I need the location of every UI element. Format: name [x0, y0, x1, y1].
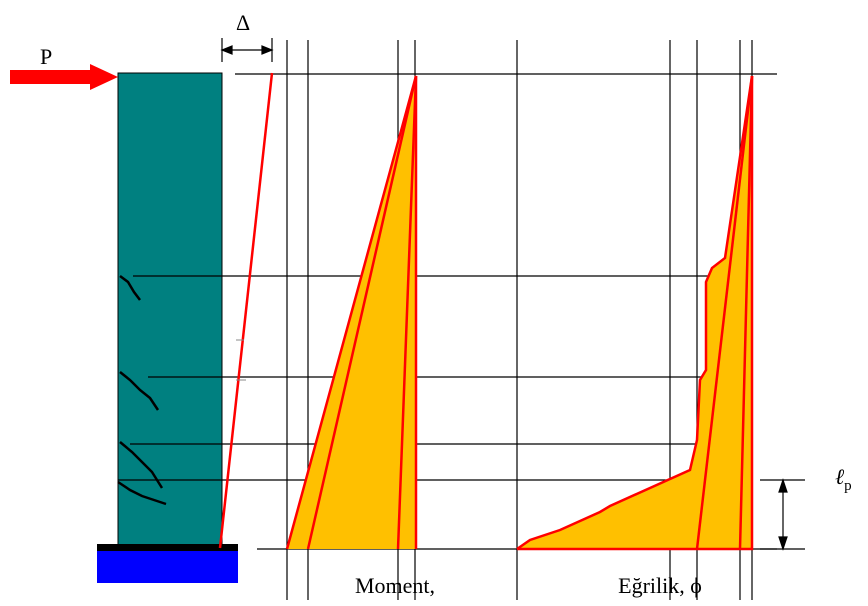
plastic-length-symbol: ℓ — [835, 464, 845, 489]
load-arrow — [10, 64, 118, 90]
plastic-length-label: ℓp — [835, 464, 852, 494]
moment-label: Moment, — [355, 573, 435, 598]
plastic-length-subscript: p — [844, 478, 852, 494]
deflection-ticks — [236, 339, 246, 381]
load-label: P — [40, 44, 52, 69]
cracks — [117, 275, 167, 506]
column — [117, 72, 223, 548]
moment-outline — [285, 75, 418, 550]
base-plate — [97, 544, 238, 551]
foundation — [97, 551, 238, 583]
delta-dimension — [220, 38, 274, 62]
curvature-label: Eğrilik, ϕ — [618, 573, 702, 598]
curvature-area — [517, 76, 752, 549]
deflected-shape — [218, 72, 274, 549]
delta-label: Δ — [236, 10, 250, 35]
plastic-length-dimension — [760, 478, 805, 551]
curvature-outline — [516, 75, 754, 551]
